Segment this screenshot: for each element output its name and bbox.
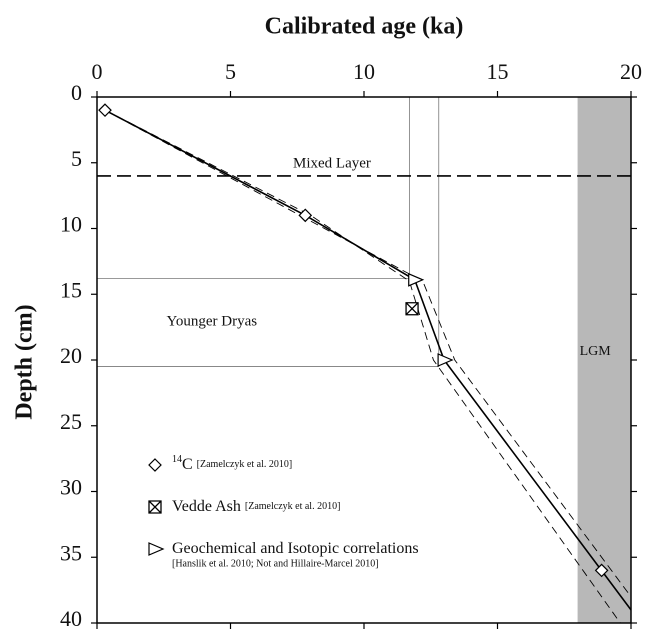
y-tick-label: 35 <box>60 540 82 565</box>
y-tick-label: 5 <box>71 146 82 171</box>
diamond-marker <box>594 563 609 578</box>
diamond-marker <box>148 458 162 472</box>
triangle-marker <box>408 272 425 287</box>
legend-ref: [Hanslik et al. 2010; Not and Hillaire-M… <box>172 558 379 569</box>
chart-title: Calibrated age (ka) <box>265 14 464 40</box>
x-tick-label: 20 <box>620 59 642 84</box>
y-tick-label: 40 <box>60 606 82 631</box>
y-axis-label: Depth (cm) <box>12 304 38 419</box>
confidence-line <box>104 109 632 597</box>
plot-frame <box>96 96 632 624</box>
legend-label: Geochemical and Isotopic correlations <box>172 540 419 557</box>
diamond-marker <box>298 208 313 223</box>
mixed-layer-label: Mixed Layer <box>293 156 371 172</box>
y-tick-label: 0 <box>71 80 82 105</box>
lgm-label: LGM <box>580 344 612 359</box>
y-tick-label: 30 <box>60 475 82 500</box>
legend-main: Vedde Ash <box>172 498 241 515</box>
legend-ref: [Zamelczyk et al. 2010] <box>197 459 293 470</box>
legend-main: C <box>182 456 193 473</box>
x-tick-label: 10 <box>353 59 375 84</box>
age-model-line <box>104 109 632 611</box>
diamond-marker <box>98 103 112 117</box>
boxx-marker <box>148 500 162 514</box>
legend-ref: [Zamelczyk et al. 2010] <box>245 501 341 512</box>
legend-main: Geochemical and Isotopic correlations <box>172 540 419 557</box>
lgm-band <box>577 97 631 623</box>
confidence-line <box>104 109 621 624</box>
y-tick-label: 15 <box>60 277 82 302</box>
legend-label: Vedde Ash [Zamelczyk et al. 2010] <box>172 498 340 515</box>
triangle-marker <box>148 542 165 556</box>
triangle-marker <box>437 353 454 367</box>
boxx-marker <box>405 302 419 316</box>
yd-label: Younger Dryas <box>167 313 258 329</box>
x-tick-label: 0 <box>92 59 103 84</box>
y-tick-label: 25 <box>60 409 82 434</box>
x-tick-label: 15 <box>487 59 509 84</box>
legend-sup: 14 <box>172 454 182 465</box>
y-tick-label: 10 <box>60 212 82 237</box>
legend-label: 14C [Zamelczyk et al. 2010] <box>172 454 292 472</box>
y-tick-label: 20 <box>60 343 82 368</box>
x-tick-label: 5 <box>225 59 236 84</box>
